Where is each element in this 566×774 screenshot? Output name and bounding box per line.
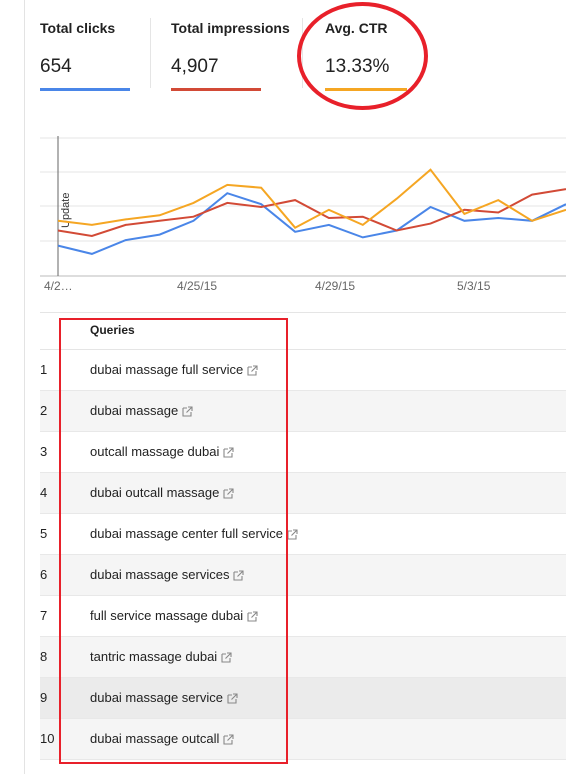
x-tick-label: 5/3/15	[457, 279, 491, 293]
metric-divider	[150, 18, 151, 88]
external-link-icon[interactable]	[219, 444, 234, 459]
ctr-annotation-circle	[297, 2, 428, 110]
metric-value: 4,907	[171, 56, 219, 77]
query-link[interactable]: outcall massage dubai	[90, 444, 234, 459]
table-row[interactable]: 7 full service massage dubai	[40, 596, 566, 637]
query-link[interactable]: dubai massage full service	[90, 362, 258, 377]
query-text[interactable]: dubai outcall massage	[90, 485, 220, 500]
external-link-icon[interactable]	[229, 567, 245, 582]
metric-color-bar	[171, 88, 261, 91]
performance-chart: Update 4/2… 4/25/15 4/29/15 5/3/15	[40, 136, 566, 293]
query-text[interactable]: dubai massage full service	[90, 362, 244, 377]
query-link[interactable]: dubai massage services	[90, 567, 245, 582]
query-link[interactable]: full service massage dubai	[90, 608, 258, 623]
row-number: 5	[40, 526, 48, 541]
query-text[interactable]: dubai massage	[90, 403, 179, 418]
query-text[interactable]: dubai massage services	[90, 567, 230, 582]
x-tick-label: 4/29/15	[315, 279, 355, 293]
row-number: 9	[40, 690, 48, 705]
metric-total-clicks[interactable]: Total clicks 654	[40, 0, 145, 110]
left-border	[24, 0, 25, 774]
query-text[interactable]: dubai massage center full service	[90, 526, 283, 541]
table-row[interactable]: 6 dubai massage services	[40, 555, 566, 596]
row-number: 7	[40, 608, 48, 623]
query-link[interactable]: dubai massage outcall	[90, 731, 234, 746]
query-text[interactable]: dubai massage service	[90, 690, 223, 705]
table-header: Queries	[40, 312, 566, 350]
table-row[interactable]: 1 dubai massage full service	[40, 350, 566, 391]
external-link-icon[interactable]	[178, 403, 193, 418]
query-text[interactable]: dubai massage outcall	[90, 731, 220, 746]
table-row[interactable]: 8 tantric massage dubai	[40, 637, 566, 678]
metric-value: 654	[40, 56, 72, 77]
table-row[interactable]: 3 outcall massage dubai	[40, 432, 566, 473]
queries-table: Queries 1 dubai massage full service 2 duba…	[40, 312, 566, 760]
external-link-icon[interactable]	[243, 362, 258, 377]
query-link[interactable]: dubai massage center full service	[90, 526, 298, 541]
query-text[interactable]: tantric massage dubai	[90, 649, 218, 664]
query-link[interactable]: dubai massage	[90, 403, 193, 418]
query-text[interactable]: outcall massage dubai	[90, 444, 220, 459]
row-number: 3	[40, 444, 48, 459]
row-number: 6	[40, 567, 48, 582]
query-link[interactable]: tantric massage dubai	[90, 649, 232, 664]
external-link-icon[interactable]	[219, 485, 234, 500]
x-tick-label: 4/25/15	[177, 279, 217, 293]
row-number: 2	[40, 403, 48, 418]
external-link-icon[interactable]	[243, 608, 258, 623]
series-line-0	[57, 192, 566, 255]
series-line-1	[57, 188, 566, 238]
query-link[interactable]: dubai outcall massage	[90, 485, 234, 500]
row-number: 4	[40, 485, 48, 500]
metric-label: Total clicks	[40, 20, 116, 36]
table-row[interactable]: 4 dubai outcall massage	[40, 473, 566, 514]
series-line-2	[57, 168, 566, 229]
external-link-icon[interactable]	[283, 526, 298, 541]
metric-label: Total impressions	[171, 20, 290, 36]
row-number: 8	[40, 649, 48, 664]
update-marker-label: Update	[60, 193, 72, 228]
row-number: 1	[40, 362, 48, 377]
x-tick-label: 4/2…	[44, 279, 73, 293]
external-link-icon[interactable]	[217, 649, 232, 664]
query-text[interactable]: full service massage dubai	[90, 608, 244, 623]
chart-series	[57, 168, 566, 255]
metric-color-bar	[40, 88, 130, 91]
row-number: 10	[40, 731, 55, 746]
metric-total-impressions[interactable]: Total impressions 4,907	[171, 0, 296, 110]
external-link-icon[interactable]	[223, 690, 238, 705]
table-row[interactable]: 2 dubai massage	[40, 391, 566, 432]
query-link[interactable]: dubai massage service	[90, 690, 238, 705]
table-row[interactable]: 10 dubai massage outcall	[40, 719, 566, 760]
table-row[interactable]: 5 dubai massage center full service	[40, 514, 566, 555]
chart-x-axis: 4/2… 4/25/15 4/29/15 5/3/15	[44, 279, 491, 293]
table-row[interactable]: 9 dubai massage service	[40, 678, 566, 719]
chart-grid	[40, 137, 566, 277]
external-link-icon[interactable]	[219, 731, 234, 746]
column-header-queries[interactable]: Queries	[90, 323, 135, 337]
